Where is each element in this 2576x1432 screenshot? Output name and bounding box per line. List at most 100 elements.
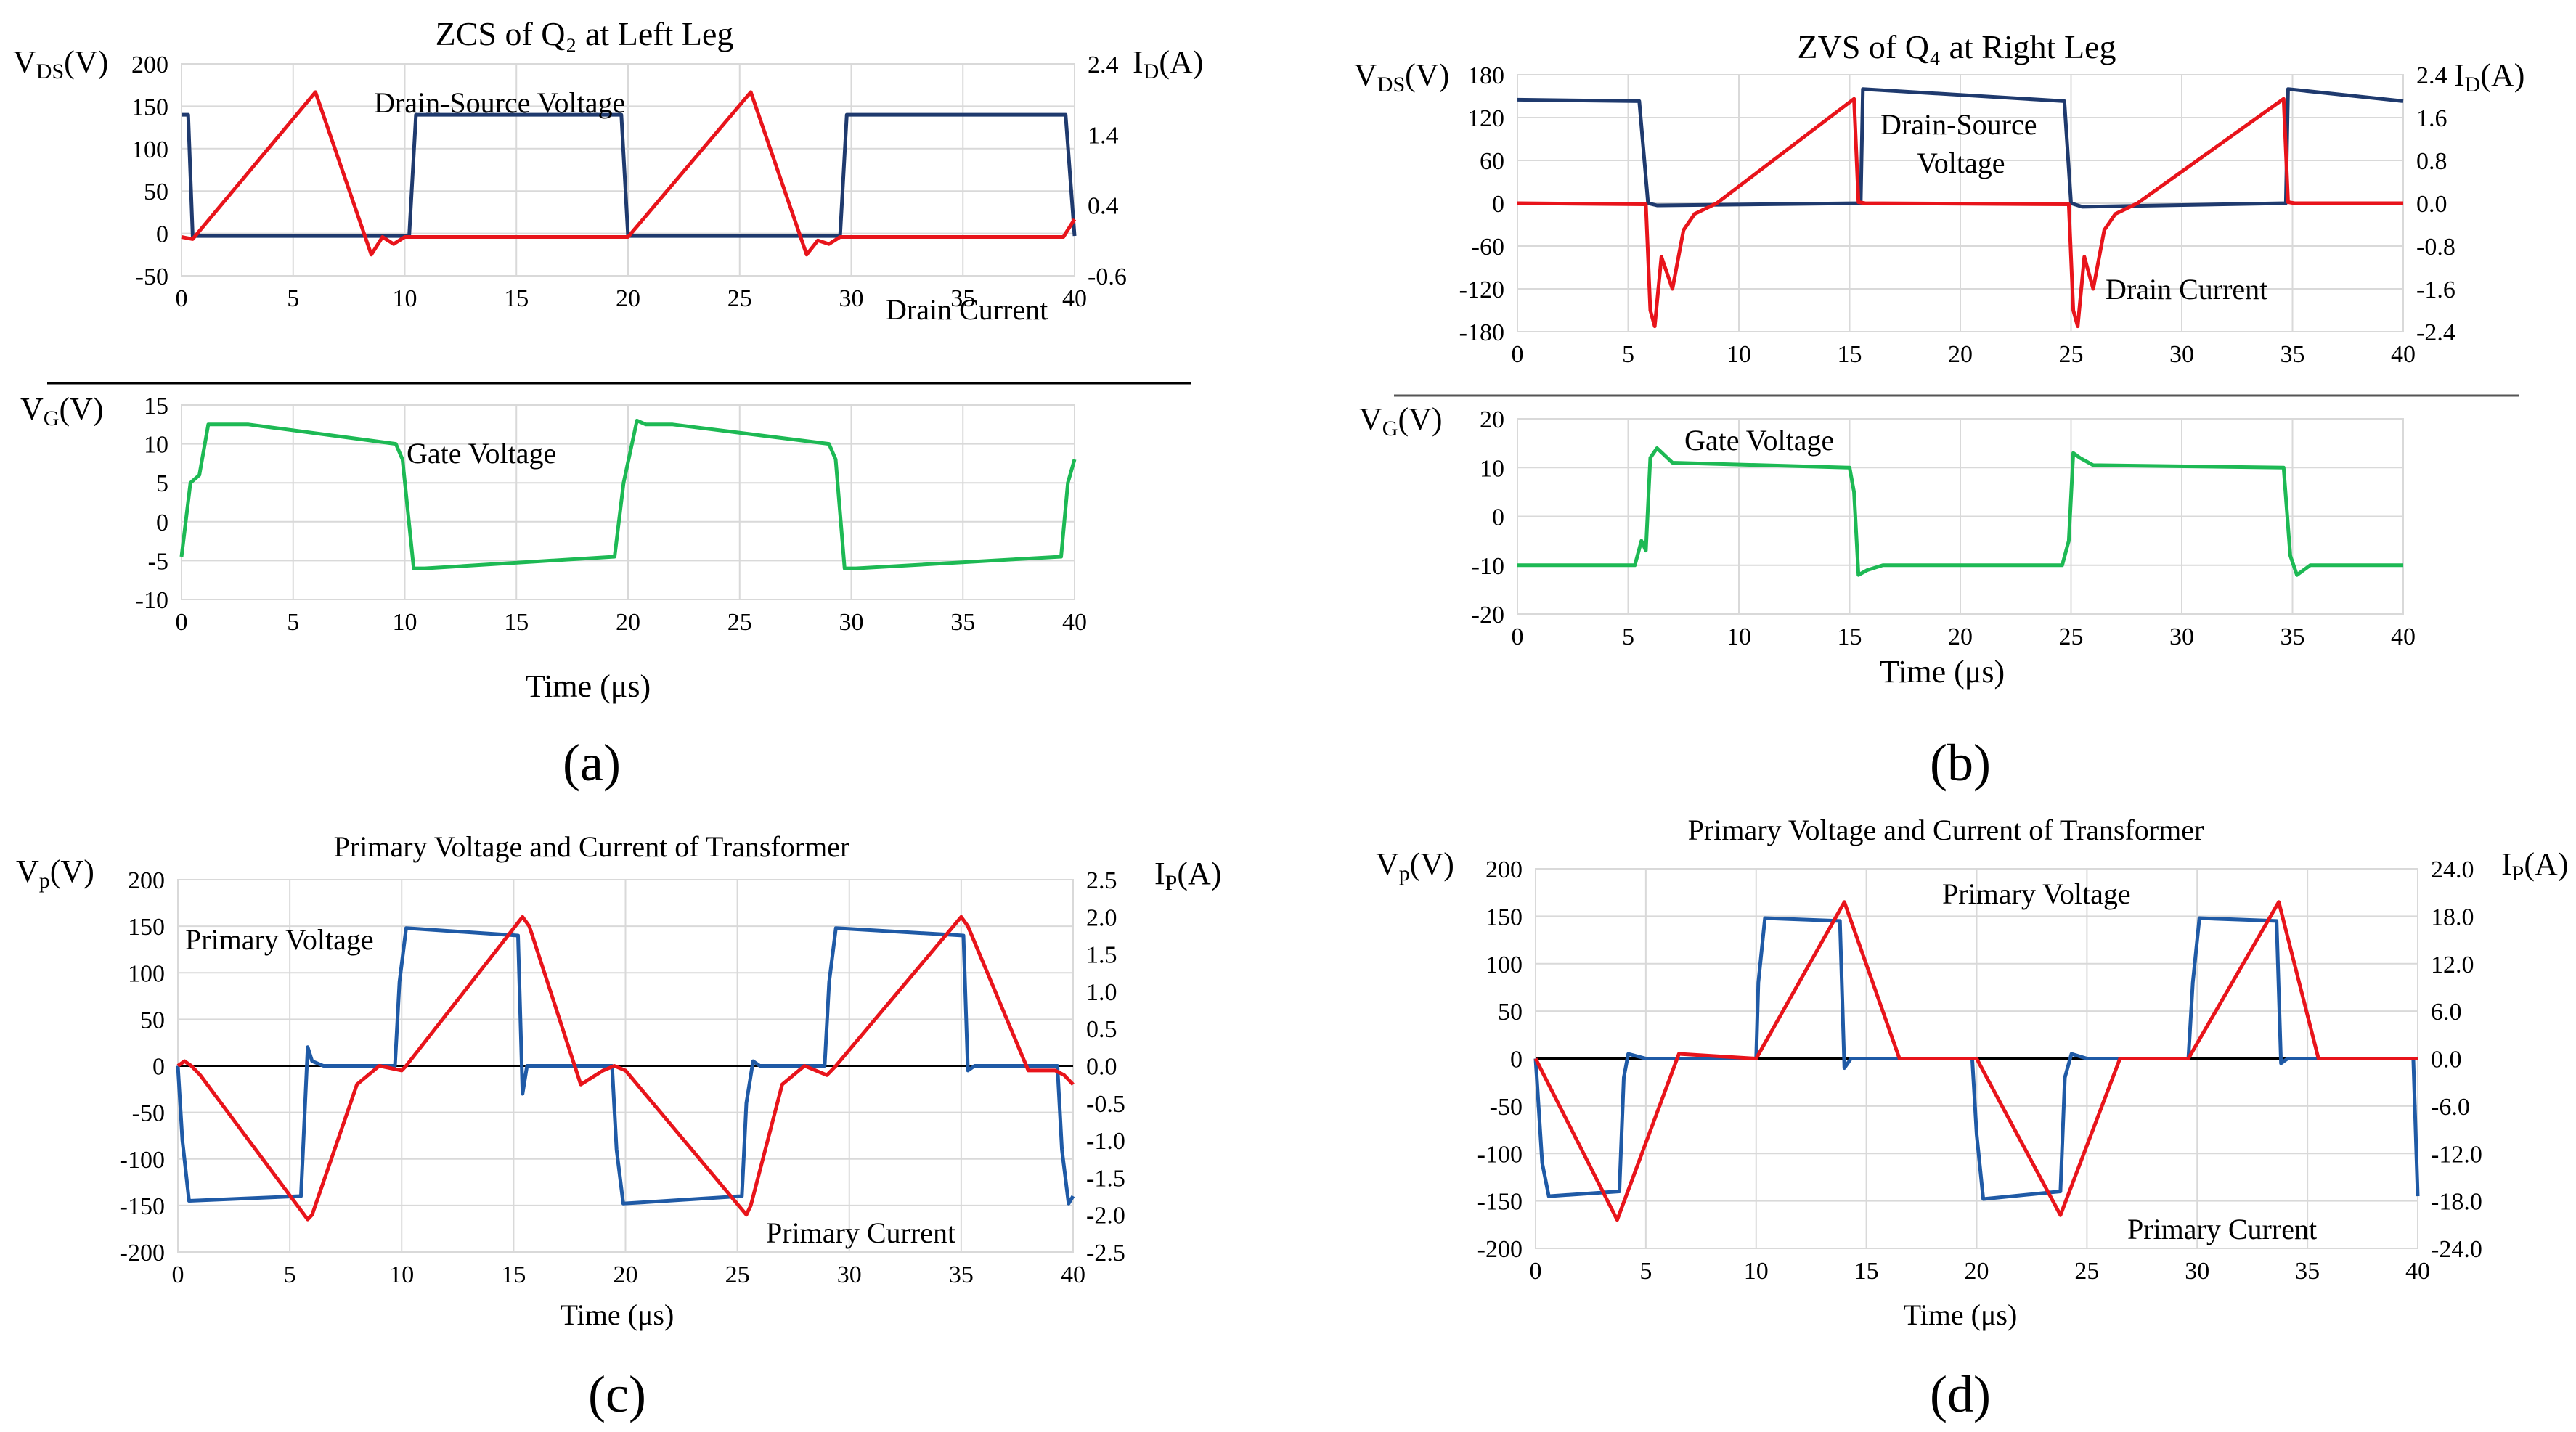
y-tick-label-b-top-5: 120 xyxy=(1467,105,1504,132)
y2-tick-label-a-top-1: 0.4 xyxy=(1088,193,1119,220)
y-tick-label-a-top-3: 100 xyxy=(131,136,168,163)
x-tick-label-a-top-4: 20 xyxy=(616,285,640,312)
x-tick-label-d-1: 5 xyxy=(1639,1258,1652,1285)
vp-axis-label-d: Vp(V) xyxy=(1376,846,1454,885)
y-tick-label-c-2: -100 xyxy=(120,1147,165,1174)
y-tick-label-b-top-3: 0 xyxy=(1492,191,1504,218)
panel-label-b: (b) xyxy=(1930,734,1991,792)
chart-title-b: ZVS of Q₄ at Right Leg xyxy=(1798,28,2116,65)
x-tick-label-a-top-3: 15 xyxy=(504,285,529,312)
x-tick-label-a-bottom-7: 35 xyxy=(950,609,975,636)
y-tick-label-c-8: 200 xyxy=(128,867,165,894)
y2-tick-label-d-2: -12.0 xyxy=(2431,1141,2482,1168)
series-label-vg-a: Gate Voltage xyxy=(407,437,556,470)
x-tick-label-b-top-5: 25 xyxy=(2059,341,2084,368)
x-tick-label-a-top-0: 0 xyxy=(176,285,188,312)
series-line-d-1 xyxy=(1533,900,2418,1222)
x-tick-label-c-4: 20 xyxy=(614,1261,638,1288)
y-tick-label-d-7: 150 xyxy=(1485,904,1523,930)
y2-tick-label-d-6: 12.0 xyxy=(2431,952,2474,978)
x-tick-label-c-8: 40 xyxy=(1061,1261,1085,1288)
id-axis-label-b: ID(A) xyxy=(2454,57,2524,97)
x-tick-label-b-bottom-0: 0 xyxy=(1512,623,1524,650)
series-line-d-0 xyxy=(1533,916,2420,1201)
panel-label-c: (c) xyxy=(588,1365,646,1423)
y-tick-label-d-6: 100 xyxy=(1485,952,1523,978)
series-label-vds-a: Drain-Source Voltage xyxy=(374,86,625,119)
series-layer xyxy=(176,87,2420,1222)
y2-tick-label-d-7: 18.0 xyxy=(2431,904,2474,930)
y2-tick-label-c-3: -1.0 xyxy=(1086,1128,1125,1155)
x-tick-label-a-top-1: 5 xyxy=(287,285,299,312)
y-tick-label-b-top-0: -180 xyxy=(1459,319,1504,346)
y2-tick-label-b-top-1: -1.6 xyxy=(2416,277,2455,303)
x-tick-label-d-2: 10 xyxy=(1744,1258,1769,1285)
ip-axis-label-d: IP(A) xyxy=(2501,846,2568,885)
y-tick-label-a-top-5: 200 xyxy=(131,52,168,78)
series-label-ip-c: Primary Current xyxy=(766,1216,955,1249)
y-tick-label-a-bottom-4: 10 xyxy=(144,432,168,459)
y-tick-label-b-top-1: -120 xyxy=(1459,277,1504,303)
y-tick-label-c-1: -150 xyxy=(120,1193,165,1220)
x-tick-label-b-bottom-4: 20 xyxy=(1948,623,1973,650)
y2-tick-label-c-5: 0.0 xyxy=(1086,1054,1117,1081)
x-tick-label-d-4: 20 xyxy=(1965,1258,1989,1285)
x-tick-label-a-bottom-6: 30 xyxy=(839,609,864,636)
x-axis-title-b: Time (μs) xyxy=(1880,654,2005,690)
y-tick-label-c-7: 150 xyxy=(128,914,165,941)
vds-axis-label-b: VDS(V) xyxy=(1354,57,1449,97)
x-tick-label-d-7: 35 xyxy=(2295,1258,2320,1285)
x-tick-label-b-top-8: 40 xyxy=(2391,341,2416,368)
y-tick-label-b-bottom-3: 10 xyxy=(1480,455,1504,482)
y2-tick-label-c-2: -1.5 xyxy=(1086,1165,1125,1192)
y-tick-label-a-bottom-5: 15 xyxy=(144,393,168,420)
x-tick-label-c-7: 35 xyxy=(949,1261,974,1288)
x-tick-label-b-top-7: 35 xyxy=(2281,341,2305,368)
y2-tick-label-b-top-0: -2.4 xyxy=(2416,319,2455,346)
series-line-a-top-0 xyxy=(182,112,1077,238)
chart-title-a: ZCS of Q₂ at Left Leg xyxy=(436,15,734,52)
y2-tick-label-c-0: -2.5 xyxy=(1086,1240,1125,1267)
y2-tick-label-c-7: 1.0 xyxy=(1086,979,1117,1006)
y2-tick-label-c-1: -2.0 xyxy=(1086,1203,1125,1230)
series-line-c-1 xyxy=(176,915,1075,1222)
x-tick-label-a-top-6: 30 xyxy=(839,285,864,312)
x-tick-label-a-bottom-2: 10 xyxy=(393,609,417,636)
x-tick-label-b-bottom-2: 10 xyxy=(1727,623,1751,650)
y-tick-label-a-bottom-1: -5 xyxy=(148,548,168,575)
y2-tick-label-d-8: 24.0 xyxy=(2431,856,2474,883)
y2-tick-label-d-3: -6.0 xyxy=(2431,1094,2470,1121)
x-tick-label-b-bottom-5: 25 xyxy=(2059,623,2084,650)
x-tick-label-b-top-6: 30 xyxy=(2169,341,2194,368)
y-tick-label-b-top-4: 60 xyxy=(1480,148,1504,175)
x-tick-label-c-0: 0 xyxy=(172,1261,184,1288)
y-tick-label-b-bottom-4: 20 xyxy=(1480,406,1504,433)
x-tick-label-a-bottom-1: 5 xyxy=(287,609,299,636)
plot-frame-b-bottom xyxy=(1517,418,2404,615)
vds-axis-label-a: VDS(V) xyxy=(13,44,108,83)
y2-tick-label-a-top-3: 2.4 xyxy=(1088,52,1119,78)
x-tick-label-a-bottom-0: 0 xyxy=(176,609,188,636)
series-label-vp-c: Primary Voltage xyxy=(185,923,374,956)
y2-tick-label-c-9: 2.0 xyxy=(1086,904,1117,931)
x-tick-label-c-1: 5 xyxy=(284,1261,296,1288)
y-tick-label-a-top-2: 50 xyxy=(144,179,168,205)
plot-frame-a-bottom xyxy=(181,404,1075,600)
x-tick-label-b-top-3: 15 xyxy=(1838,341,1862,368)
vg-axis-label-a: VG(V) xyxy=(20,391,104,430)
y2-tick-label-a-top-2: 1.4 xyxy=(1088,122,1119,149)
x-tick-label-b-bottom-8: 40 xyxy=(2391,623,2416,650)
x-tick-label-d-3: 15 xyxy=(1854,1258,1879,1285)
x-tick-label-c-6: 30 xyxy=(837,1261,862,1288)
y-tick-label-c-0: -200 xyxy=(120,1240,165,1267)
x-tick-label-b-bottom-1: 5 xyxy=(1622,623,1634,650)
x-tick-label-c-2: 10 xyxy=(389,1261,414,1288)
series-label-id-a: Drain Current xyxy=(886,293,1048,326)
x-tick-label-a-top-2: 10 xyxy=(393,285,417,312)
y-tick-label-a-bottom-0: -10 xyxy=(136,587,168,614)
y2-tick-label-c-4: -0.5 xyxy=(1086,1091,1125,1118)
series-label-vg-b: Gate Voltage xyxy=(1684,424,1834,457)
x-tick-label-b-bottom-3: 15 xyxy=(1838,623,1862,650)
series-line-a-bottom-0 xyxy=(179,418,1077,570)
y2-tick-label-c-8: 1.5 xyxy=(1086,942,1117,969)
